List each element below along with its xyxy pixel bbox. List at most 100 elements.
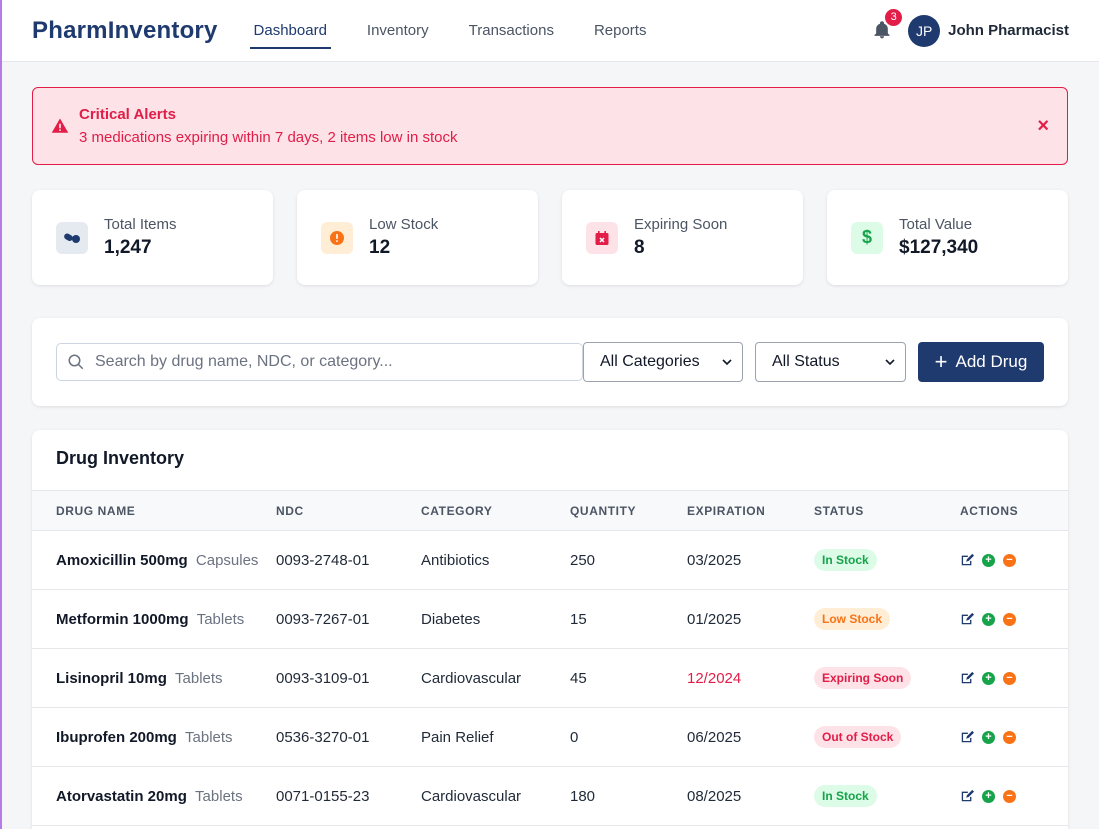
stat-label: Total Items bbox=[104, 216, 177, 233]
exclamation-icon bbox=[321, 221, 353, 254]
avatar[interactable]: JP bbox=[908, 14, 941, 47]
drug-name[interactable]: Lisinopril 10mg bbox=[56, 669, 167, 687]
stat-label: Expiring Soon bbox=[634, 216, 728, 233]
stat-label: Low Stock bbox=[369, 216, 439, 233]
remove-stock-icon[interactable]: − bbox=[1003, 730, 1016, 744]
stats-row: Total Items 1,247 Low Stock 12 Expiring … bbox=[32, 190, 1068, 285]
stat-card-low-stock: Low Stock 12 bbox=[297, 190, 538, 285]
table-row[interactable]: Lisinopril 10mg Tablets 0093-3109-01 Car… bbox=[32, 649, 1068, 708]
cell-quantity: 180 bbox=[570, 787, 596, 805]
edit-icon[interactable] bbox=[960, 612, 974, 626]
cell-status: In Stock bbox=[814, 785, 960, 807]
cell-drug: Metformin 1000mg Tablets bbox=[32, 611, 276, 628]
cell-ndc: 0093-7267-01 bbox=[276, 610, 370, 628]
cell-status: Out of Stock bbox=[814, 726, 960, 748]
cell-ndc: 0536-3270-01 bbox=[276, 728, 370, 746]
remove-stock-icon[interactable]: − bbox=[1003, 671, 1016, 685]
cell-actions: + − bbox=[960, 612, 1044, 626]
status-badge: Out of Stock bbox=[814, 726, 902, 748]
edit-icon[interactable] bbox=[960, 789, 974, 803]
status-badge: Expiring Soon bbox=[814, 667, 912, 689]
remove-stock-icon[interactable]: − bbox=[1003, 553, 1016, 567]
add-stock-icon[interactable]: + bbox=[982, 553, 995, 567]
add-stock-icon[interactable]: + bbox=[982, 671, 995, 685]
top-header: PharmInventory Dashboard Inventory Trans… bbox=[2, 0, 1099, 62]
drug-form: Tablets bbox=[175, 669, 223, 687]
cell-status: Low Stock bbox=[814, 608, 960, 630]
col-header-status[interactable]: STATUS bbox=[814, 503, 864, 518]
chevron-down-icon bbox=[722, 358, 732, 365]
brand-logo[interactable]: PharmInventory bbox=[32, 16, 218, 44]
search-input[interactable] bbox=[95, 353, 535, 371]
drug-form: Tablets bbox=[185, 728, 233, 746]
chevron-down-icon bbox=[885, 358, 895, 365]
nav-transactions[interactable]: Transactions bbox=[468, 22, 554, 39]
cell-quantity: 15 bbox=[570, 610, 587, 628]
cell-category: Diabetes bbox=[421, 610, 481, 628]
cell-ndc: 0093-3109-01 bbox=[276, 669, 370, 687]
cell-actions: + − bbox=[960, 553, 1044, 567]
table-title: Drug Inventory bbox=[56, 448, 185, 468]
col-header-drug-name[interactable]: DRUG NAME bbox=[56, 503, 136, 518]
status-select[interactable]: All Status bbox=[755, 342, 906, 382]
cell-actions: + − bbox=[960, 789, 1044, 803]
user-name[interactable]: John Pharmacist bbox=[948, 22, 1069, 39]
col-header-expiration[interactable]: EXPIRATION bbox=[687, 503, 766, 518]
cell-category: Cardiovascular bbox=[421, 669, 522, 687]
table-row[interactable]: Metformin 1000mg Tablets 0093-7267-01 Di… bbox=[32, 590, 1068, 649]
category-select-value: All Categories bbox=[600, 353, 700, 370]
col-header-category[interactable]: CATEGORY bbox=[421, 503, 493, 518]
drug-name[interactable]: Amoxicillin 500mg bbox=[56, 551, 188, 569]
drug-name[interactable]: Ibuprofen 200mg bbox=[56, 728, 177, 746]
cell-category: Antibiotics bbox=[421, 551, 490, 569]
add-stock-icon[interactable]: + bbox=[982, 789, 995, 803]
nav-inventory[interactable]: Inventory bbox=[366, 22, 429, 39]
drug-name[interactable]: Atorvastatin 20mg bbox=[56, 787, 187, 805]
cell-category: Cardiovascular bbox=[421, 787, 522, 805]
stat-card-total-value: $ Total Value $127,340 bbox=[827, 190, 1068, 285]
table-body: Amoxicillin 500mg Capsules 0093-2748-01 … bbox=[32, 531, 1068, 826]
stat-card-total-items: Total Items 1,247 bbox=[32, 190, 273, 285]
alert-message: 3 medications expiring within 7 days, 2 … bbox=[79, 129, 458, 146]
cell-category: Pain Relief bbox=[421, 728, 494, 746]
col-header-actions: ACTIONS bbox=[960, 503, 1019, 518]
remove-stock-icon[interactable]: − bbox=[1003, 612, 1016, 626]
cell-drug: Lisinopril 10mg Tablets bbox=[32, 670, 276, 687]
drug-form: Capsules bbox=[195, 551, 259, 569]
critical-alert-banner: Critical Alerts 3 medications expiring w… bbox=[32, 87, 1068, 165]
category-select[interactable]: All Categories bbox=[583, 342, 743, 382]
cell-quantity: 0 bbox=[570, 728, 579, 746]
col-header-ndc[interactable]: NDC bbox=[276, 503, 304, 518]
stat-value: 12 bbox=[369, 237, 391, 258]
nav-reports[interactable]: Reports bbox=[593, 22, 647, 39]
search-box bbox=[56, 343, 583, 381]
table-row[interactable]: Atorvastatin 20mg Tablets 0071-0155-23 C… bbox=[32, 767, 1068, 826]
edit-icon[interactable] bbox=[960, 730, 974, 744]
main-nav: Dashboard Inventory Transactions Reports bbox=[249, 14, 683, 49]
table-row[interactable]: Amoxicillin 500mg Capsules 0093-2748-01 … bbox=[32, 531, 1068, 590]
edit-icon[interactable] bbox=[960, 671, 974, 685]
nav-dashboard[interactable]: Dashboard bbox=[249, 14, 332, 49]
cell-expiration: 12/2024 bbox=[687, 669, 742, 687]
status-badge: Low Stock bbox=[814, 608, 891, 630]
add-stock-icon[interactable]: + bbox=[982, 612, 995, 626]
col-header-quantity[interactable]: QUANTITY bbox=[570, 503, 637, 518]
add-stock-icon[interactable]: + bbox=[982, 730, 995, 744]
cell-expiration: 03/2025 bbox=[687, 551, 742, 569]
cell-expiration: 01/2025 bbox=[687, 610, 742, 628]
header-user-area: 3 JP John Pharmacist bbox=[872, 8, 1069, 47]
dollar-icon: $ bbox=[851, 221, 883, 254]
close-icon[interactable]: × bbox=[1037, 114, 1049, 137]
drug-name[interactable]: Metformin 1000mg bbox=[56, 610, 189, 628]
stat-value: $127,340 bbox=[899, 237, 979, 258]
cell-expiration: 06/2025 bbox=[687, 728, 742, 746]
table-row[interactable]: Ibuprofen 200mg Tablets 0536-3270-01 Pai… bbox=[32, 708, 1068, 767]
add-drug-button[interactable]: + Add Drug bbox=[918, 342, 1044, 382]
edit-icon[interactable] bbox=[960, 553, 974, 567]
remove-stock-icon[interactable]: − bbox=[1003, 789, 1016, 803]
table-header: DRUG NAME NDC CATEGORY QUANTITY EXPIRATI… bbox=[32, 490, 1068, 531]
pills-icon bbox=[56, 221, 88, 254]
stat-card-expiring-soon: Expiring Soon 8 bbox=[562, 190, 803, 285]
stat-label: Total Value bbox=[899, 216, 973, 233]
notifications-bell-icon[interactable]: 3 bbox=[872, 8, 903, 42]
